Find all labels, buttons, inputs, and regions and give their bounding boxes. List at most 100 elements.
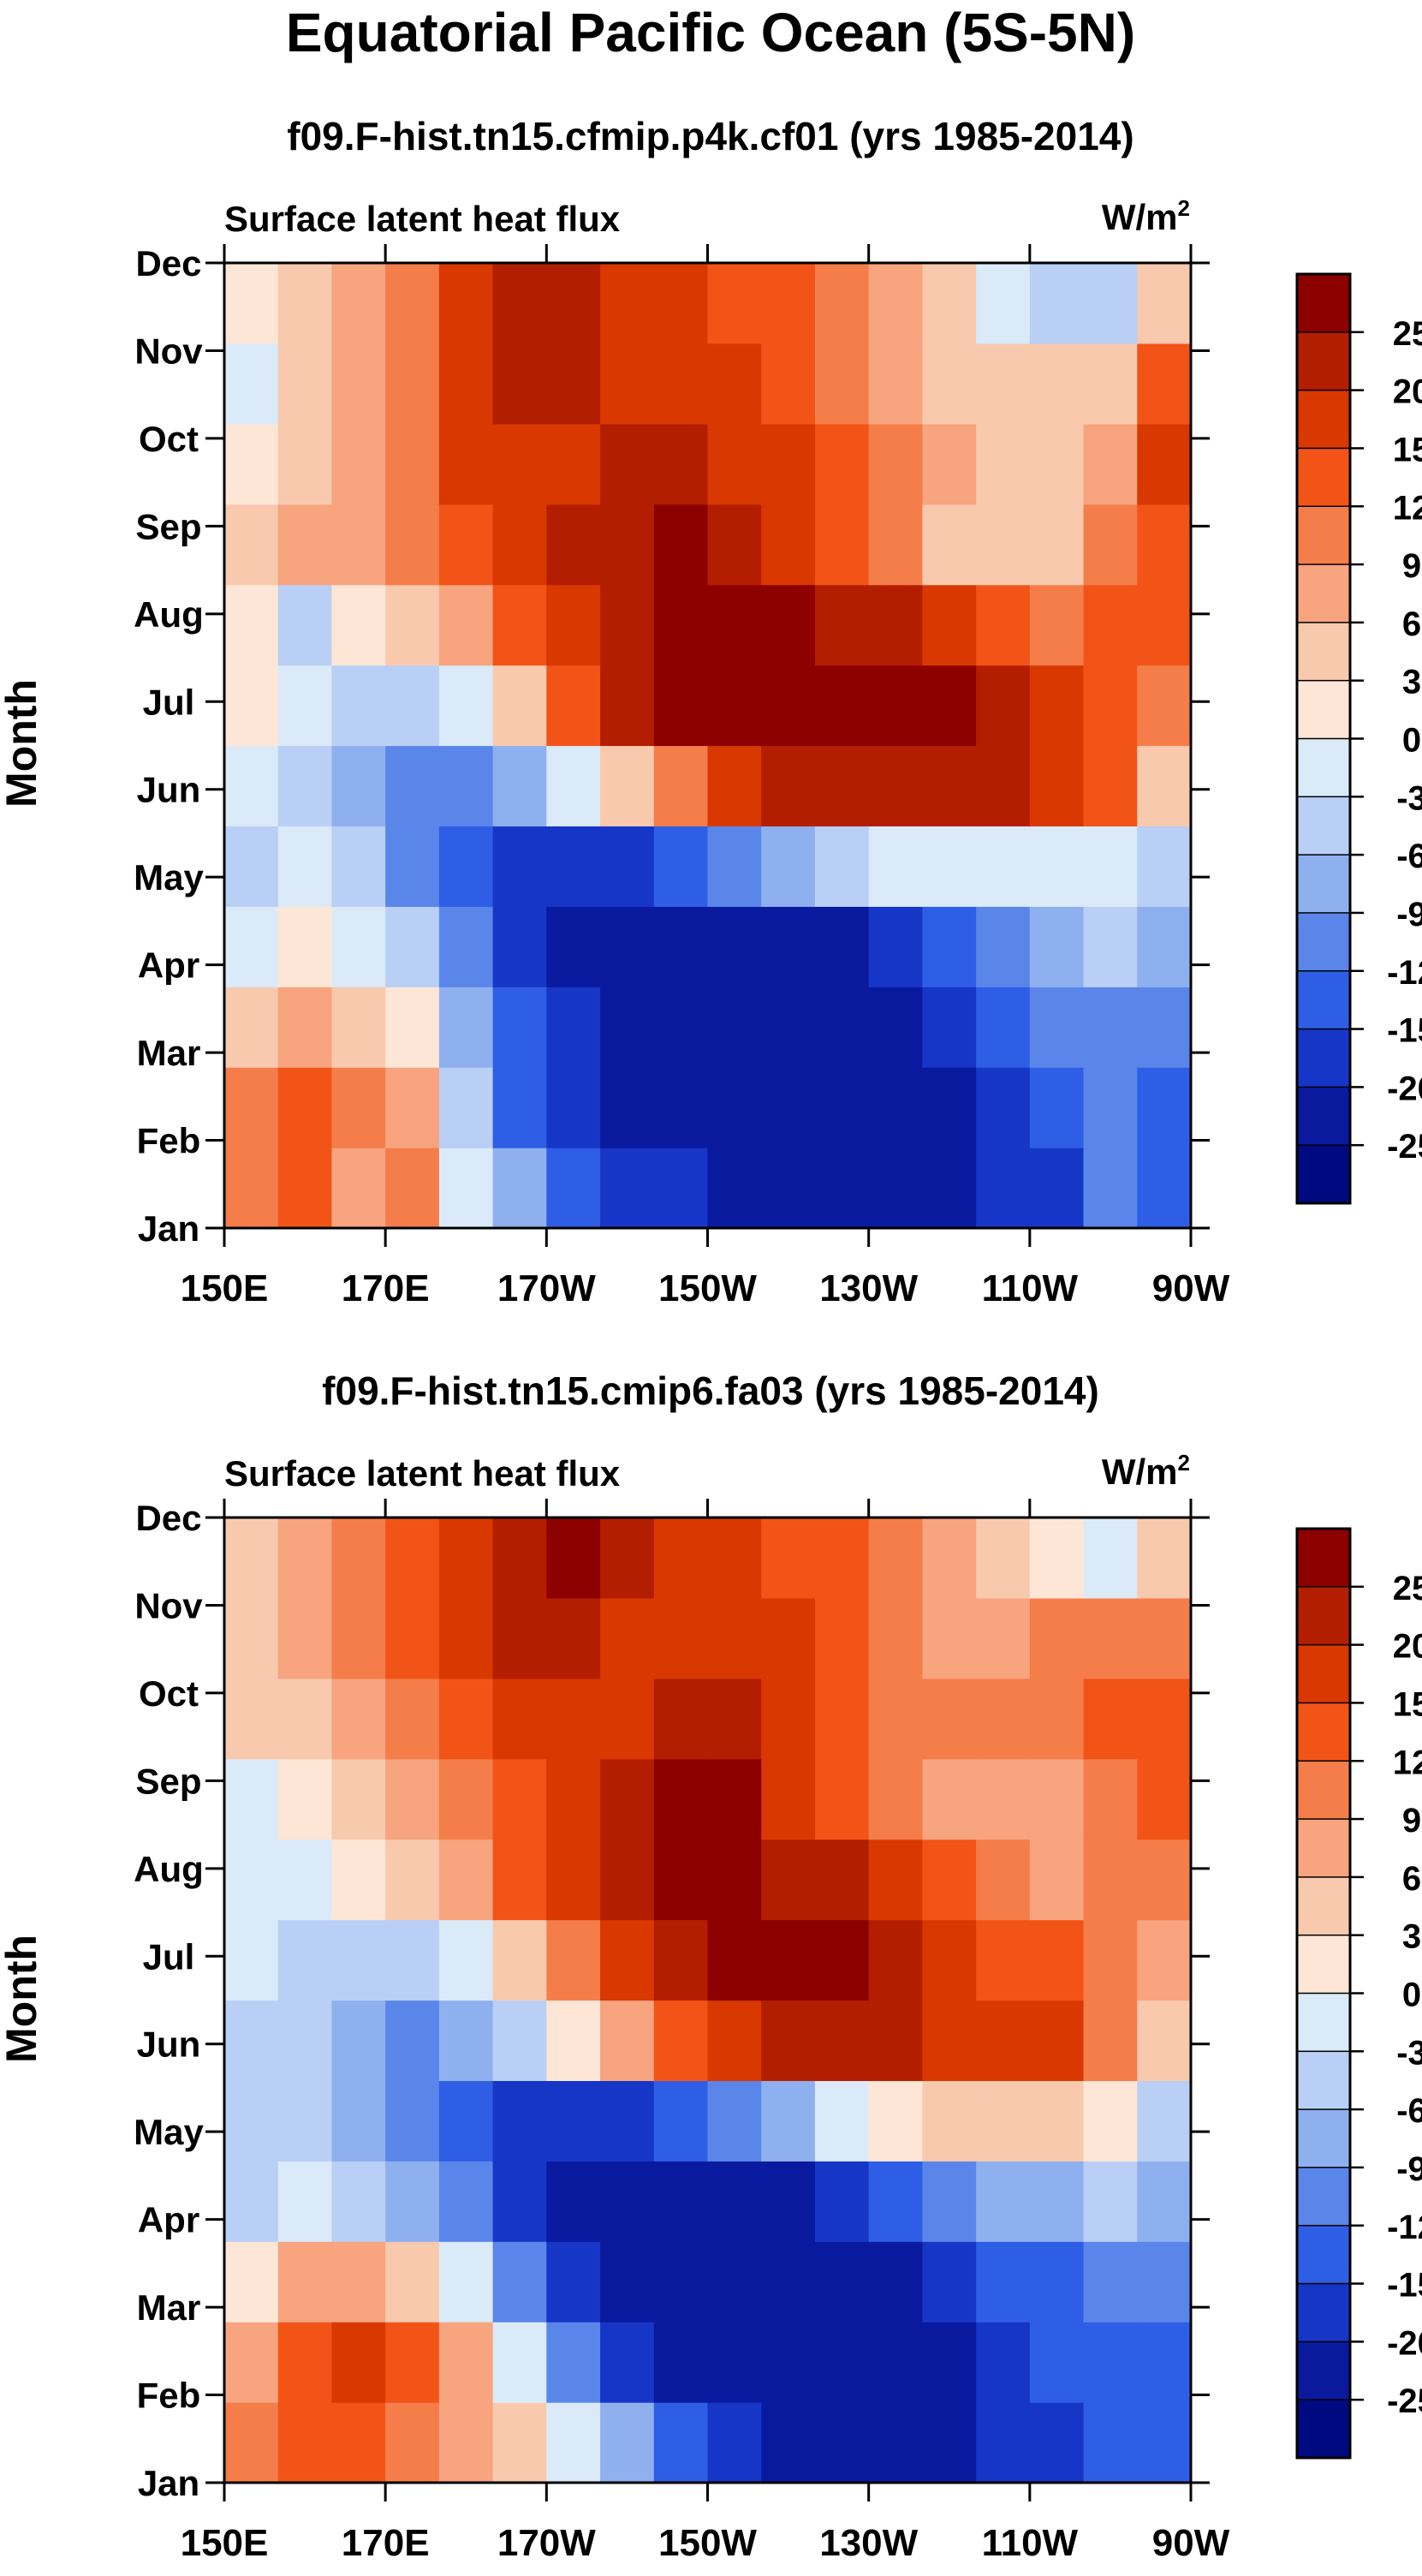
heatmap-cell xyxy=(976,2241,1031,2323)
heatmap-cell xyxy=(868,343,923,425)
heatmap-cell xyxy=(761,987,816,1068)
colorbar-label: -12 xyxy=(1387,2209,1422,2246)
heatmap-cell xyxy=(224,2080,279,2162)
heatmap-cell xyxy=(1029,2080,1085,2162)
heatmap-cell xyxy=(653,1919,709,2001)
heatmap-cell xyxy=(1083,906,1138,987)
heatmap-cell xyxy=(814,1758,870,1840)
heatmap-cell xyxy=(492,2322,547,2403)
heatmap-cell xyxy=(438,2402,494,2484)
heatmap-cell xyxy=(546,2000,601,2082)
heatmap-cell xyxy=(600,1758,655,1840)
x-tick-label: 110W xyxy=(982,1267,1079,1309)
colorbar-label: 25 xyxy=(1393,315,1422,353)
heatmap-cell xyxy=(761,826,816,907)
panel-1: f09.F-hist.tn15.cfmip.p4k.cf01 (yrs 1985… xyxy=(0,114,1422,1309)
heatmap-cell xyxy=(707,745,762,827)
heatmap-cell xyxy=(814,263,870,344)
heatmap-cell xyxy=(922,1597,977,1679)
heatmap-cell xyxy=(868,1067,923,1148)
heatmap-cell xyxy=(546,1919,601,2001)
heatmap-cell xyxy=(546,987,601,1068)
heatmap-cell xyxy=(814,584,870,666)
heatmap-cell xyxy=(600,1518,655,1599)
heatmap-cell xyxy=(814,2241,870,2323)
heatmap-cell xyxy=(653,2000,709,2082)
y-tick-label: Nov xyxy=(134,331,203,371)
colorbar-label: 9 xyxy=(1402,547,1421,585)
heatmap-cell xyxy=(707,1919,762,2001)
heatmap-cell xyxy=(277,2000,333,2082)
heatmap-cell xyxy=(600,2402,655,2484)
colorbar-swatch xyxy=(1296,679,1351,740)
heatmap-cell xyxy=(868,1758,923,1840)
y-tick-label: May xyxy=(134,2112,204,2152)
heatmap-cell xyxy=(385,1678,440,1760)
heatmap-cell xyxy=(492,423,547,505)
heatmap-cell xyxy=(761,2322,816,2403)
heatmap-cell xyxy=(868,263,923,344)
heatmap-cell xyxy=(546,1067,601,1148)
heatmap-cell xyxy=(385,1839,440,1921)
heatmap-cell xyxy=(600,263,655,344)
heatmap-cell xyxy=(546,423,601,505)
colorbar-label: 3 xyxy=(1402,664,1421,701)
heatmap-cell xyxy=(1083,1067,1138,1148)
panel-2-ylabel: Month xyxy=(0,1935,45,2063)
colorbar-swatch xyxy=(1296,1760,1351,1821)
heatmap-cell xyxy=(438,1518,494,1599)
heatmap-cell xyxy=(707,2322,762,2403)
heatmap-cell xyxy=(385,1758,440,1840)
heatmap-cell xyxy=(653,504,709,586)
heatmap-cell xyxy=(1029,2241,1085,2323)
heatmap-cell xyxy=(331,906,386,987)
heatmap-cell xyxy=(492,1067,547,1148)
heatmap-cell xyxy=(653,1148,709,1229)
colorbar-label: 6 xyxy=(1402,1860,1421,1898)
heatmap-cell xyxy=(492,1839,547,1921)
heatmap-cell xyxy=(761,1597,816,1679)
heatmap-cell xyxy=(331,1067,386,1148)
heatmap-cell xyxy=(331,1919,386,2001)
heatmap-cell xyxy=(1029,2161,1085,2242)
heatmap-cell xyxy=(1137,2241,1192,2323)
heatmap-cell xyxy=(277,1518,333,1599)
heatmap-cell xyxy=(224,2161,279,2242)
heatmap-cell xyxy=(761,584,816,666)
heatmap-cell xyxy=(707,1518,762,1599)
heatmap-cell xyxy=(707,263,762,344)
heatmap-cell xyxy=(600,1067,655,1148)
heatmap-cell xyxy=(761,1518,816,1599)
heatmap-cell xyxy=(707,2080,762,2162)
heatmap-cell xyxy=(922,263,977,344)
colorbar-label: -6 xyxy=(1396,2092,1422,2130)
x-tick-label: 150E xyxy=(181,1267,269,1309)
heatmap-cell xyxy=(331,2402,386,2484)
heatmap-cell xyxy=(600,906,655,987)
y-tick-label: Sep xyxy=(135,1761,201,1801)
y-tick-label: May xyxy=(134,857,204,897)
heatmap-cell xyxy=(653,423,709,505)
y-tick-label: Jun xyxy=(137,770,201,810)
heatmap-cell xyxy=(224,665,279,747)
heatmap-cell xyxy=(976,826,1031,907)
heatmap-cell xyxy=(868,2000,923,2082)
heatmap-cell xyxy=(922,343,977,425)
y-tick-label: Sep xyxy=(135,506,201,546)
panel-1-left-label: Surface latent heat flux xyxy=(224,199,621,239)
heatmap-cell xyxy=(976,1839,1031,1921)
heatmap-cell xyxy=(438,987,494,1068)
heatmap-cell xyxy=(761,2080,816,2162)
y-tick-label: Feb xyxy=(137,1121,201,1161)
heatmap-cell xyxy=(492,263,547,344)
heatmap-cell xyxy=(385,987,440,1068)
heatmap-cell xyxy=(331,1758,386,1840)
colorbar-swatch xyxy=(1296,1876,1351,1936)
heatmap-cell xyxy=(224,906,279,987)
heatmap-cell xyxy=(922,987,977,1068)
heatmap-cell xyxy=(224,343,279,425)
heatmap-cell xyxy=(868,665,923,747)
heatmap-cell xyxy=(1137,1678,1192,1760)
heatmap-cell xyxy=(1029,1758,1085,1840)
colorbar-swatch xyxy=(1296,1028,1351,1088)
